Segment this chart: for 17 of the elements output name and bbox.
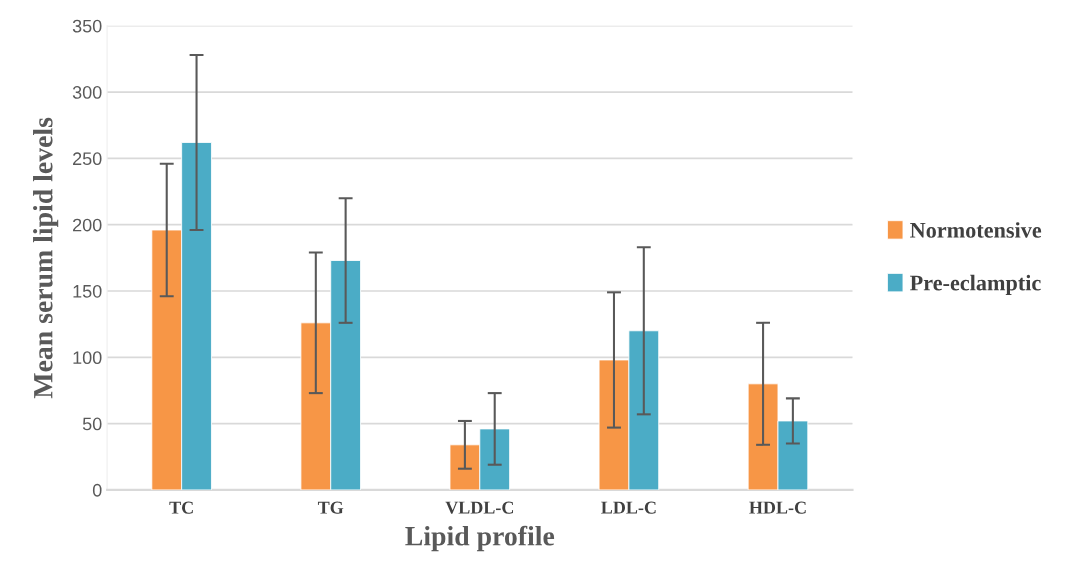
y-tick-label: 250: [73, 152, 102, 166]
y-tick-label: 300: [72, 86, 102, 99]
x-tick-label: LDL-C: [601, 501, 656, 514]
y-tick-label: 50: [82, 417, 102, 431]
y-tick-label: 350: [72, 19, 102, 33]
y-axis-title: Mean serum lipid levels: [33, 117, 59, 399]
y-tick-label: 0: [92, 483, 102, 497]
x-axis-title: Lipid profile: [405, 525, 555, 552]
x-tick-label: VLDL-C: [445, 501, 514, 514]
legend-label: Pre-eclamptic: [910, 274, 1041, 296]
x-tick-label: TC: [169, 501, 193, 514]
x-tick-label: TG: [317, 501, 344, 514]
y-tick-label: 100: [73, 351, 102, 365]
y-tick-label: 200: [73, 218, 102, 232]
legend-label: Normotensive: [910, 222, 1042, 238]
y-tick-label: 150: [73, 284, 102, 298]
x-tick-label: HDL-C: [749, 501, 806, 514]
